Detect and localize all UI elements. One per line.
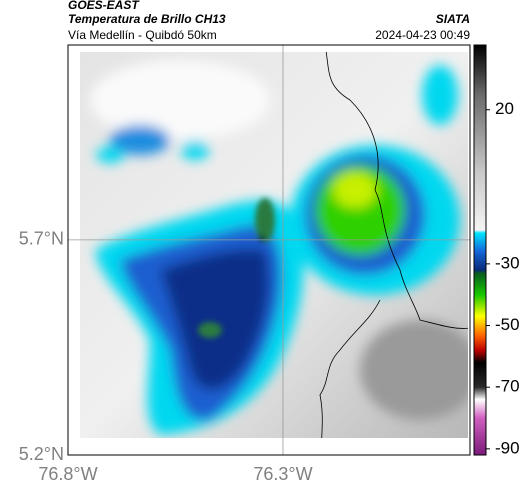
datetime: 2024-04-23 00:49 [375,28,470,42]
x-tick-label: 76.8°W [38,464,97,484]
x-tick-label: 76.3°W [253,464,312,484]
title: Temperatura de Brillo CH13 [68,12,226,26]
colorbar-tick-label: 20 [495,99,514,118]
y-tick-label: 5.7°N [19,229,64,249]
colorbar-tick-label: -30 [495,253,520,272]
map-frame [67,44,471,456]
colorbar-tick-label: -90 [495,438,520,457]
subtitle: Vía Medellín - Quibdó 50km [68,28,217,42]
colorbar [473,44,487,456]
agency: SIATA [436,12,470,26]
satellite-image [80,52,468,438]
colorbar-tick-label: -50 [495,315,520,334]
colorbar-tick-label: -70 [495,377,520,396]
y-tick-label: 5.2°N [19,444,64,464]
source: GOES-EAST [68,0,140,12]
